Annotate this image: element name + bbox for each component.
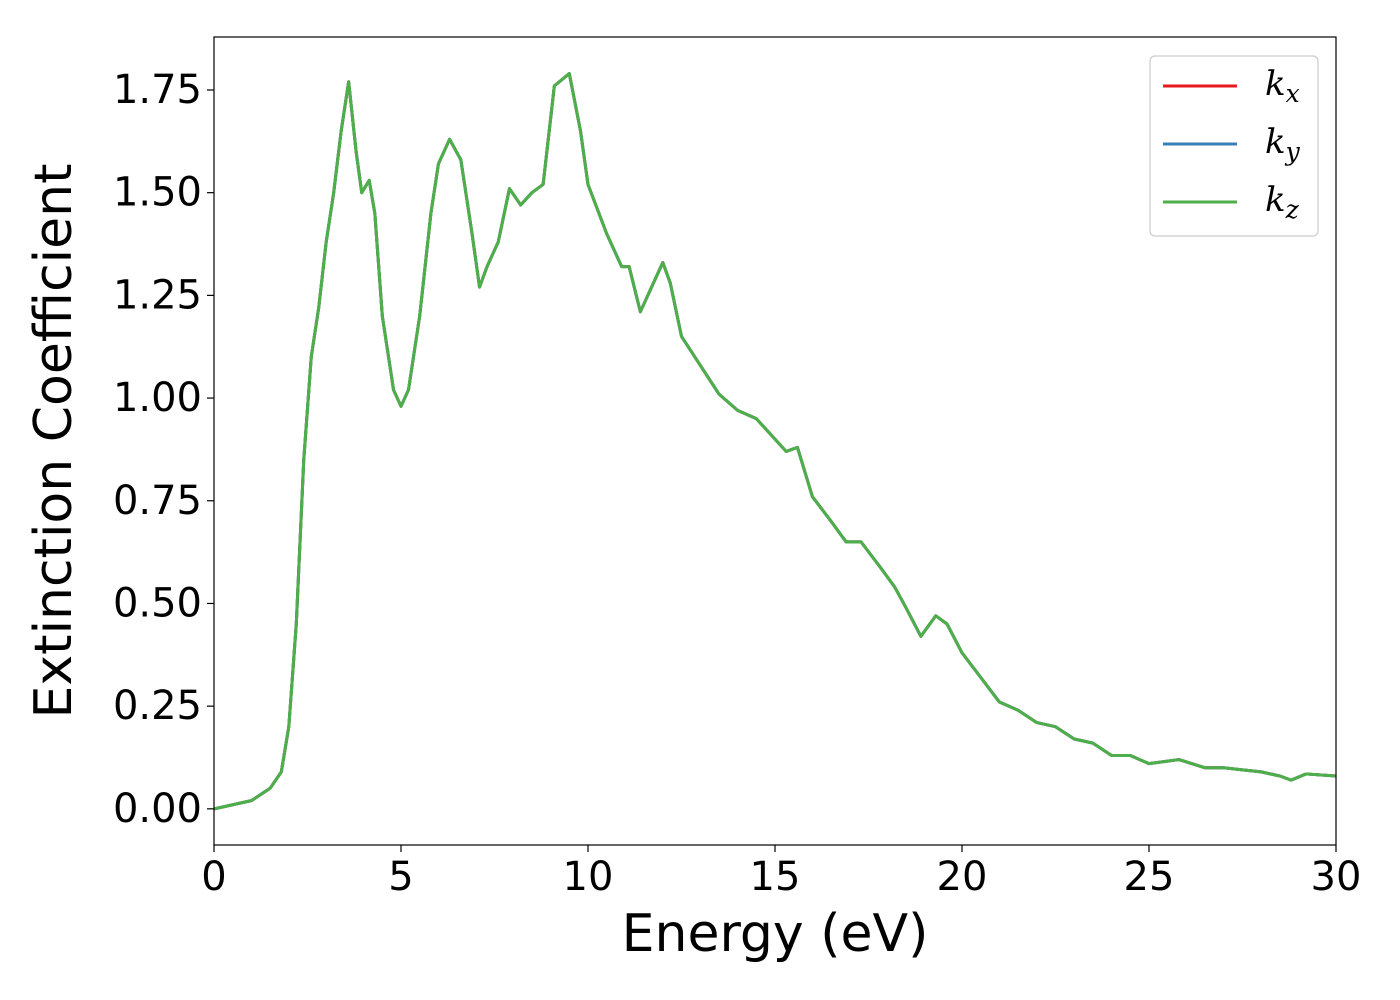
x-tick-label: 10 (563, 854, 614, 900)
y-tick-label: 0.00 (113, 786, 202, 832)
x-tick-label: 30 (1311, 854, 1362, 900)
x-tick-label: 5 (388, 854, 413, 900)
legend-label: kz (1265, 180, 1300, 224)
legend-label: kx (1265, 64, 1300, 108)
x-tick-label: 0 (201, 854, 226, 900)
y-tick-label: 1.00 (113, 375, 202, 421)
y-tick-label: 1.75 (113, 67, 202, 113)
plot-frame (213, 36, 1337, 846)
x-tick-label: 25 (1124, 854, 1175, 900)
y-tick-label: 0.25 (113, 683, 202, 729)
y-axis-label: Extinction Coefficient (24, 164, 84, 719)
x-axis-label: Energy (eV) (622, 904, 929, 964)
y-tick-label: 0.50 (113, 580, 202, 626)
y-tick-label: 1.50 (113, 170, 202, 216)
y-tick-label: 1.25 (113, 272, 202, 318)
x-tick-label: 15 (750, 854, 801, 900)
legend-box (1149, 55, 1319, 237)
x-tick-label: 20 (937, 854, 988, 900)
data-line (214, 72, 1336, 811)
legend-label: ky (1265, 122, 1301, 166)
y-tick-label: 0.75 (113, 478, 202, 524)
